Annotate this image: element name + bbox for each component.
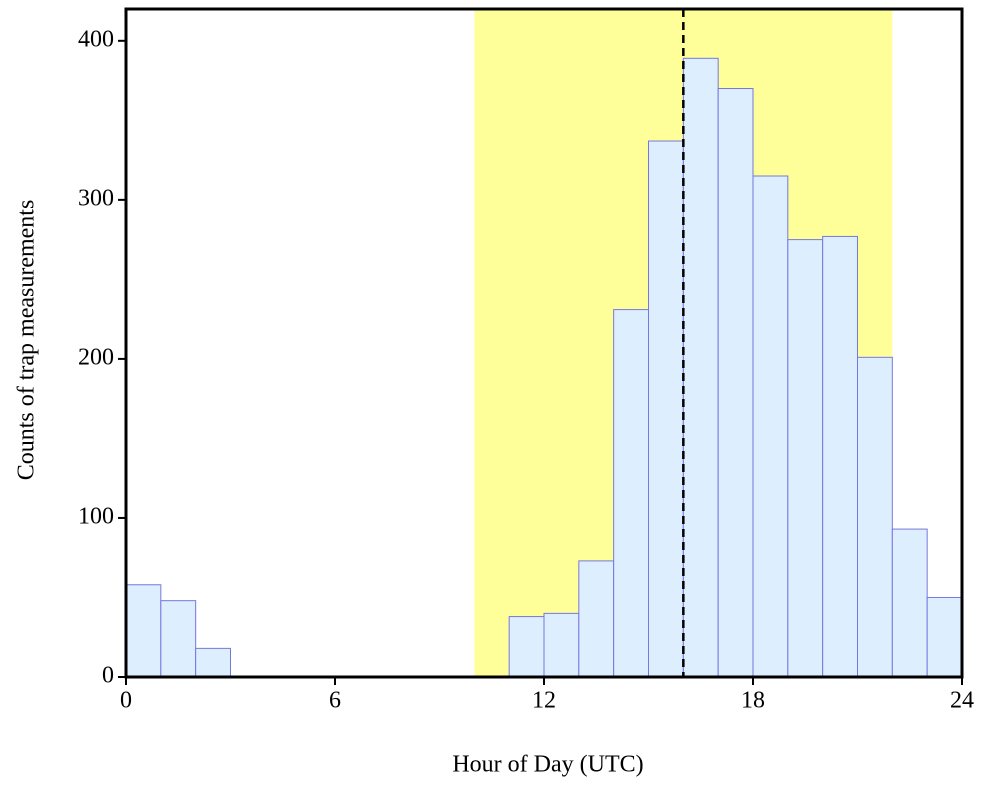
bar: [160, 600, 197, 678]
bar: [613, 309, 650, 678]
bar: [926, 596, 963, 678]
bar: [648, 140, 684, 678]
bar: [787, 239, 824, 678]
bar: [125, 584, 162, 678]
bar: [508, 616, 545, 678]
bar: [891, 528, 928, 678]
x-tick-label: 12: [532, 688, 556, 714]
y-tick-label: 0: [102, 663, 114, 689]
y-tick-label: 100: [78, 503, 114, 529]
y-tick-label: 400: [78, 26, 114, 52]
bar: [543, 612, 580, 678]
x-axis-label: Hour of Day (UTC): [452, 752, 643, 778]
bar: [682, 57, 719, 678]
bar: [822, 235, 859, 678]
y-axis-label: Counts of trap measurements: [14, 200, 40, 481]
y-tick-label: 200: [78, 344, 114, 370]
x-tick-label: 18: [741, 688, 765, 714]
x-tick-label: 24: [950, 688, 974, 714]
bar: [195, 647, 232, 678]
bar: [717, 88, 754, 678]
y-tick-label: 300: [78, 185, 114, 211]
plot-area: 0 100 200 300 400 0 6 12 18 24: [78, 7, 974, 714]
bar: [752, 175, 789, 678]
x-tick-label: 6: [329, 688, 341, 714]
bar: [578, 560, 615, 678]
bar: [857, 356, 893, 678]
x-tick-label: 0: [120, 688, 132, 714]
